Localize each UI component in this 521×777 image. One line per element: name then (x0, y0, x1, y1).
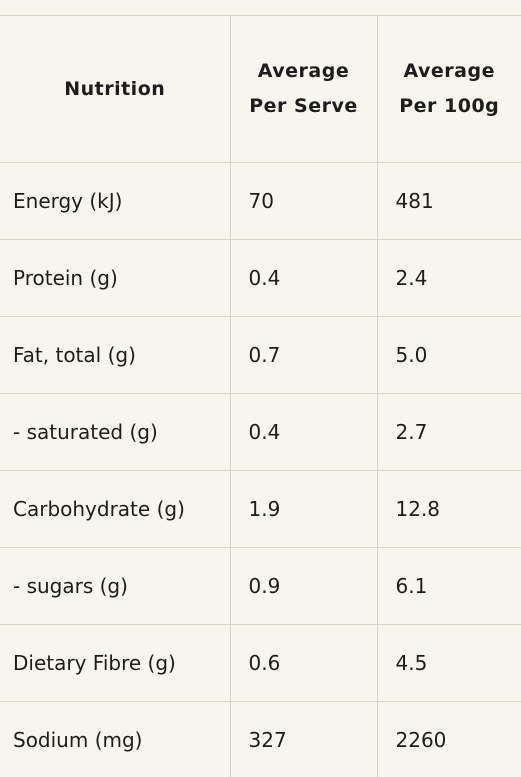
per-100g-value: 2260 (377, 701, 521, 777)
nutrient-name: Carbohydrate (g) (0, 470, 231, 548)
table-row: Carbohydrate (g) 1.9 12.8 (0, 470, 521, 548)
table-row: - saturated (g) 0.4 2.7 (0, 393, 521, 471)
header-per-serve: Average Per Serve (230, 16, 378, 163)
per-100g-value: 2.7 (377, 393, 521, 471)
top-divider (0, 0, 521, 16)
per-serve-value: 0.6 (230, 624, 378, 702)
nutrient-name: Energy (kJ) (0, 162, 231, 240)
table-row: - sugars (g) 0.9 6.1 (0, 547, 521, 625)
per-serve-value: 1.9 (230, 470, 378, 548)
per-100g-value: 481 (377, 162, 521, 240)
table-row: Energy (kJ) 70 481 (0, 162, 521, 240)
per-100g-value: 4.5 (377, 624, 521, 702)
per-serve-value: 70 (230, 162, 378, 240)
header-per-100g: Average Per 100g (377, 16, 521, 163)
per-serve-value: 0.4 (230, 393, 378, 471)
per-serve-value: 0.9 (230, 547, 378, 625)
nutrient-name: - sugars (g) (0, 547, 231, 625)
table-row: Fat, total (g) 0.7 5.0 (0, 316, 521, 394)
per-100g-value: 12.8 (377, 470, 521, 548)
nutrient-name: Fat, total (g) (0, 316, 231, 394)
per-100g-value: 5.0 (377, 316, 521, 394)
header-row: Nutrition Average Per Serve Average Per … (0, 16, 521, 163)
per-serve-value: 0.4 (230, 239, 378, 317)
nutrient-name: Sodium (mg) (0, 701, 231, 777)
per-serve-value: 327 (230, 701, 378, 777)
nutrient-name: Dietary Fibre (g) (0, 624, 231, 702)
table-row: Dietary Fibre (g) 0.6 4.5 (0, 624, 521, 702)
per-serve-value: 0.7 (230, 316, 378, 394)
nutrient-name: Protein (g) (0, 239, 231, 317)
per-100g-value: 2.4 (377, 239, 521, 317)
nutrient-name: - saturated (g) (0, 393, 231, 471)
per-100g-value: 6.1 (377, 547, 521, 625)
table-row: Protein (g) 0.4 2.4 (0, 239, 521, 317)
table-row: Sodium (mg) 327 2260 (0, 701, 521, 777)
nutrition-table: Nutrition Average Per Serve Average Per … (0, 16, 521, 777)
header-nutrition: Nutrition (0, 16, 231, 163)
